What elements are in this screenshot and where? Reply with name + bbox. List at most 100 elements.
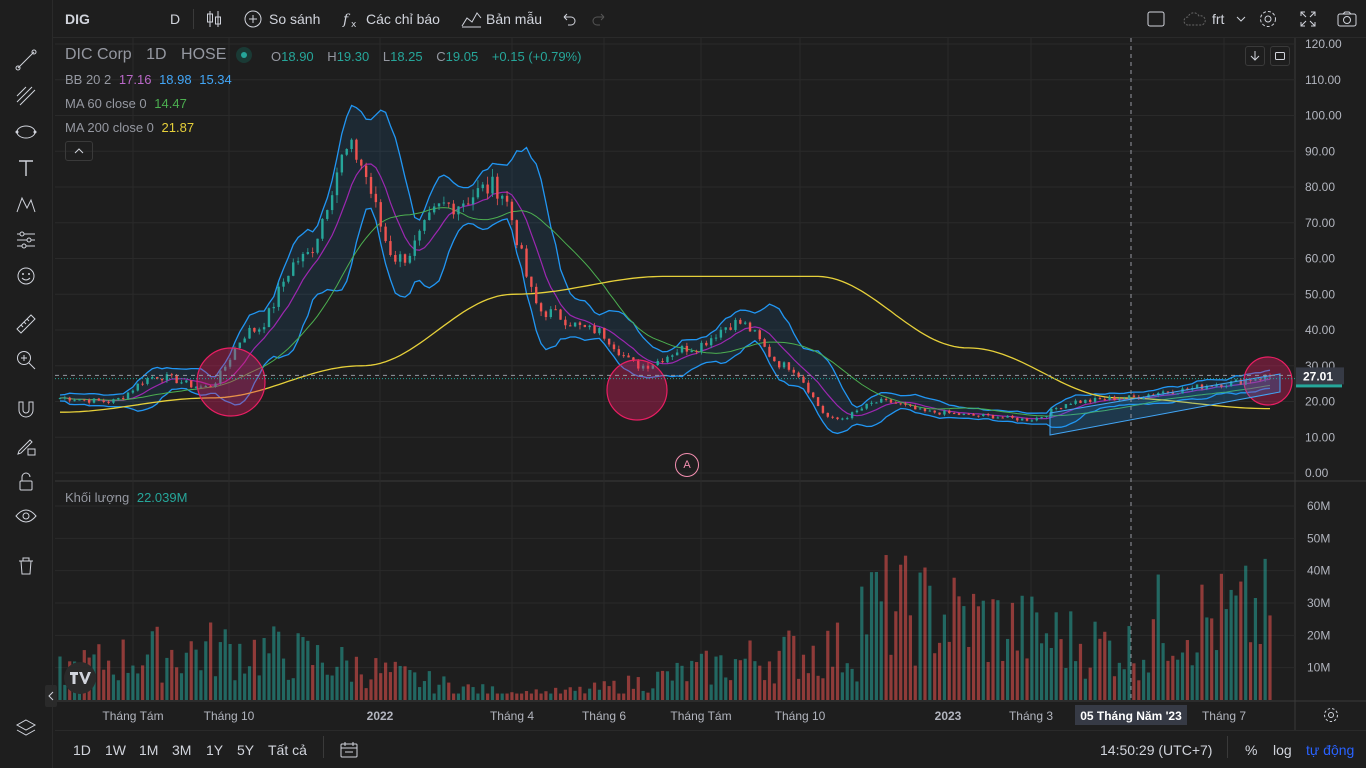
templates-button[interactable]: Bản mẫu — [460, 0, 542, 38]
volume-bar — [651, 688, 654, 700]
volume-bar — [530, 694, 533, 700]
price-tick-label: 80.00 — [1305, 180, 1335, 194]
eye-icon[interactable] — [10, 501, 42, 531]
volume-bar — [408, 670, 411, 700]
candle-body — [404, 254, 406, 263]
volume-bar — [1006, 639, 1009, 700]
volume-bar — [306, 641, 309, 700]
candle-body — [482, 185, 484, 189]
volume-bar — [1040, 643, 1043, 700]
highlight-circle — [607, 360, 667, 420]
candle-body — [754, 330, 756, 331]
tradingview-logo-icon[interactable] — [64, 662, 96, 694]
candle-body — [132, 391, 134, 393]
candle-body — [1108, 397, 1110, 400]
candle-body — [618, 349, 620, 355]
volume-bar — [292, 678, 295, 700]
event-marker[interactable]: A — [675, 453, 699, 477]
chart-canvas[interactable]: 120.00 110.00 100.00 90.00 80.00 70.00 60.00 50… — [55, 38, 1366, 730]
trash-icon[interactable] — [10, 551, 42, 581]
compare-button[interactable]: So sánh — [243, 0, 320, 38]
symbol-search[interactable]: DIG — [65, 0, 90, 38]
volume-bar — [1098, 639, 1101, 700]
text-tool-icon[interactable] — [10, 153, 42, 183]
ruler-icon[interactable] — [10, 309, 42, 339]
zoom-in-icon[interactable] — [10, 345, 42, 375]
collapse-toolbar-button[interactable] — [45, 685, 57, 707]
volume-bar — [1064, 668, 1067, 700]
axis-settings-gear-icon[interactable] — [1322, 706, 1340, 729]
volume-bar — [661, 671, 664, 700]
candle-body — [448, 202, 450, 203]
candle-body — [817, 397, 819, 406]
maximize-pane-icon[interactable] — [1270, 46, 1290, 66]
lock-icon[interactable] — [10, 467, 42, 497]
volume-bar — [520, 694, 523, 700]
scroll-down-arrow-icon[interactable] — [1245, 46, 1265, 66]
auto-scale-toggle[interactable]: tự động — [1306, 742, 1354, 758]
price-tick-label: 110.00 — [1305, 73, 1341, 87]
range-5y[interactable]: 5Y — [237, 742, 254, 758]
volume-bar — [559, 694, 562, 700]
volume-bar — [136, 673, 139, 700]
ma60-legend[interactable]: MA 60 close 0 14.47 — [65, 96, 191, 111]
date-range-icon[interactable] — [339, 741, 359, 764]
candle-body — [759, 330, 761, 339]
volume-bar — [1001, 661, 1004, 700]
range-3m[interactable]: 3M — [172, 742, 191, 758]
log-scale-toggle[interactable]: log — [1273, 742, 1292, 758]
volume-bar — [180, 673, 183, 700]
market-status-icon[interactable] — [236, 47, 252, 63]
range-1w[interactable]: 1W — [105, 742, 126, 758]
range-1m[interactable]: 1M — [139, 742, 158, 758]
candle-body — [530, 277, 532, 287]
collapse-legend-button[interactable] — [65, 141, 93, 161]
trend-line-icon[interactable] — [10, 45, 42, 75]
object-tree-layers-icon[interactable] — [10, 713, 42, 743]
fib-tool-icon[interactable] — [10, 81, 42, 111]
candle-body — [1113, 397, 1115, 400]
range-1y[interactable]: 1Y — [206, 742, 223, 758]
range-1d[interactable]: 1D — [73, 742, 91, 758]
layout-icon[interactable] — [1146, 0, 1166, 38]
volume-bar — [1127, 626, 1130, 700]
bb-legend[interactable]: BB 20 2 17.16 18.98 15.34 — [65, 72, 236, 87]
clock-timezone[interactable]: 14:50:29 (UTC+7) — [1100, 742, 1212, 758]
volume-bar — [1166, 661, 1169, 700]
volume-bar — [481, 684, 484, 700]
range-all[interactable]: Tất cả — [268, 742, 307, 758]
candle-body — [83, 400, 85, 401]
volume-bar — [583, 693, 586, 700]
lock-pencil-icon[interactable] — [10, 431, 42, 461]
volume-bar — [612, 681, 615, 700]
settings-gear-icon[interactable] — [1258, 0, 1278, 38]
volume-bar — [671, 681, 674, 700]
volume-bar — [311, 665, 314, 700]
redo-icon[interactable] — [590, 0, 608, 38]
volume-legend[interactable]: Khối lượng 22.039M — [65, 490, 191, 505]
volume-bar — [598, 690, 601, 700]
pattern-tool-icon[interactable] — [10, 189, 42, 219]
fullscreen-icon[interactable] — [1298, 0, 1318, 38]
symbol-legend[interactable]: DIC Corp 1D HOSE — [65, 46, 230, 64]
volume-bar — [165, 658, 168, 700]
ma200-legend[interactable]: MA 200 close 0 21.87 — [65, 120, 198, 135]
camera-snapshot-icon[interactable] — [1336, 0, 1358, 38]
candle-style-icon[interactable] — [204, 0, 224, 38]
volume-bar — [1244, 566, 1247, 700]
percent-scale-toggle[interactable]: % — [1245, 742, 1257, 758]
candle-body — [423, 220, 425, 231]
volume-bar — [608, 686, 611, 700]
volume-bar — [972, 594, 975, 700]
volume-bar — [97, 644, 100, 700]
magnet-icon[interactable] — [10, 395, 42, 425]
interval-button[interactable]: D — [170, 0, 180, 38]
candle-body — [715, 338, 717, 339]
undo-icon[interactable] — [560, 0, 578, 38]
emoji-icon[interactable] — [10, 261, 42, 291]
shape-ellipse-icon[interactable] — [10, 117, 42, 147]
prediction-tool-icon[interactable] — [10, 225, 42, 255]
candle-body — [307, 252, 309, 254]
save-layout-button[interactable]: frt — [1182, 0, 1248, 38]
